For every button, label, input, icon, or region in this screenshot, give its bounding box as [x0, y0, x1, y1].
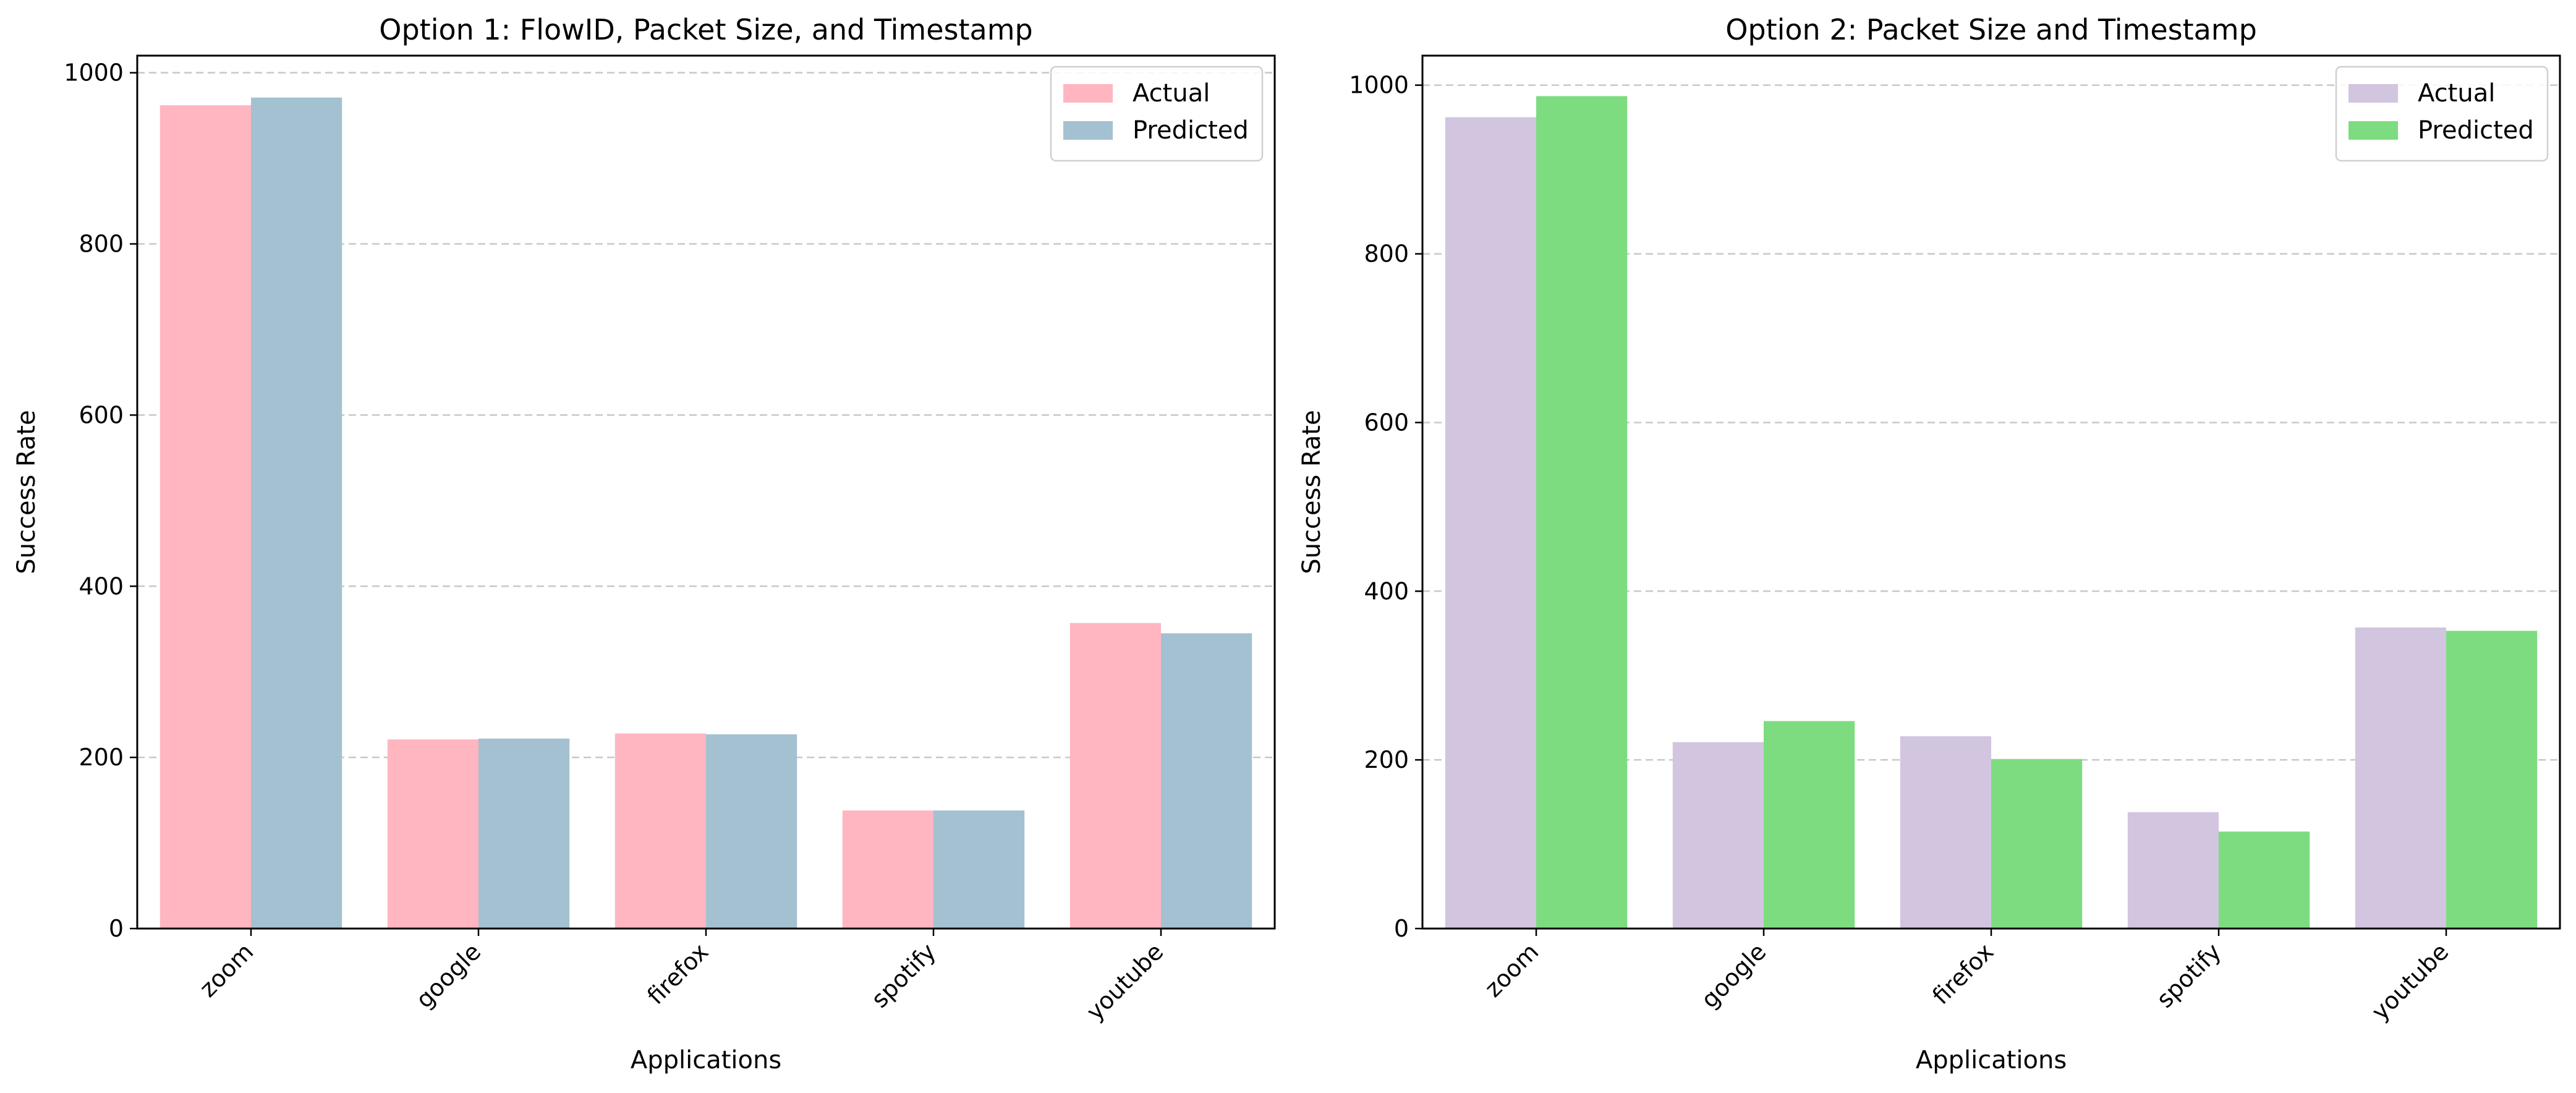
y-axis-label: Success Rate — [12, 410, 41, 574]
chart-title: Option 1: FlowID, Packet Size, and Times… — [379, 13, 1032, 46]
chart-panel-2: 0 200 400 600 800 1000 zoom google firefox spotif… — [1298, 13, 2561, 1074]
bar-actual-zoom — [159, 105, 251, 929]
y-axis-label: Success Rate — [1298, 410, 1326, 574]
y-tick-label: 800 — [1364, 240, 1409, 268]
y-tick-label: 1000 — [64, 59, 124, 87]
y-tick-label: 0 — [1394, 915, 1409, 942]
legend-label-predicted: Predicted — [2418, 116, 2534, 145]
x-tick-label: google — [1696, 938, 1771, 1013]
y-tick-label: 1000 — [1349, 72, 1409, 99]
bar-actual-google — [1672, 742, 1764, 929]
x-tick-label: spotify — [2151, 938, 2227, 1013]
x-tick-label: spotify — [866, 938, 942, 1013]
bar-actual-spotify — [842, 810, 933, 929]
bar-actual-youtube — [2355, 627, 2446, 929]
y-tick-label: 0 — [109, 915, 124, 942]
x-tick-label: youtube — [2366, 938, 2454, 1026]
legend-swatch-actual — [2349, 84, 2398, 103]
bar-actual-zoom — [1445, 117, 1536, 929]
legend-label-actual: Actual — [2418, 79, 2495, 108]
x-tick-label: zoom — [194, 938, 258, 1002]
bar-actual-firefox — [614, 733, 706, 929]
legend-label-predicted: Predicted — [1133, 116, 1249, 145]
bar-predicted-google — [478, 738, 570, 929]
bar-predicted-zoom — [1536, 96, 1628, 929]
y-tick-label: 600 — [1364, 409, 1409, 436]
bar-predicted-youtube — [1161, 633, 1252, 929]
bar-actual-google — [387, 739, 478, 929]
y-tick-label: 800 — [79, 231, 124, 258]
y-tick-label: 400 — [79, 572, 124, 600]
x-tick-label: youtube — [1081, 938, 1169, 1026]
y-tick-label: 200 — [79, 744, 124, 771]
bar-predicted-firefox — [1991, 759, 2083, 929]
legend: Actual Predicted — [2335, 66, 2549, 162]
bar-predicted-youtube — [2446, 631, 2538, 929]
x-tick-label: firefox — [1927, 938, 1999, 1010]
bar-predicted-firefox — [706, 734, 797, 929]
plot-frame — [1421, 54, 2561, 930]
x-tick-label: zoom — [1479, 938, 1544, 1002]
chart-title: Option 2: Packet Size and Timestamp — [1725, 13, 2257, 46]
bar-predicted-google — [1764, 721, 1855, 929]
x-tick-label: firefox — [642, 938, 713, 1010]
x-tick-label: google — [410, 938, 486, 1013]
y-tick-label: 600 — [79, 401, 124, 428]
bar-predicted-zoom — [251, 97, 342, 929]
y-tick-label: 200 — [1364, 746, 1409, 773]
plot-frame — [136, 54, 1276, 930]
bar-actual-firefox — [1900, 736, 1991, 929]
legend: Actual Predicted — [1050, 66, 1264, 162]
bar-actual-spotify — [2127, 812, 2219, 929]
bar-predicted-spotify — [2219, 831, 2310, 929]
bar-predicted-spotify — [933, 810, 1025, 929]
x-axis-label: Applications — [631, 1046, 781, 1074]
legend-swatch-predicted — [1063, 121, 1113, 140]
y-tick-label: 400 — [1364, 577, 1409, 605]
chart-panel-1: 0 200 400 600 800 1000 zoom google firefox spotif… — [12, 13, 1276, 1074]
x-axis-label: Applications — [1916, 1046, 2067, 1074]
legend-swatch-predicted — [2349, 121, 2398, 140]
bar-actual-youtube — [1069, 623, 1161, 929]
legend-swatch-actual — [1063, 84, 1113, 103]
legend-label-actual: Actual — [1133, 79, 1210, 108]
